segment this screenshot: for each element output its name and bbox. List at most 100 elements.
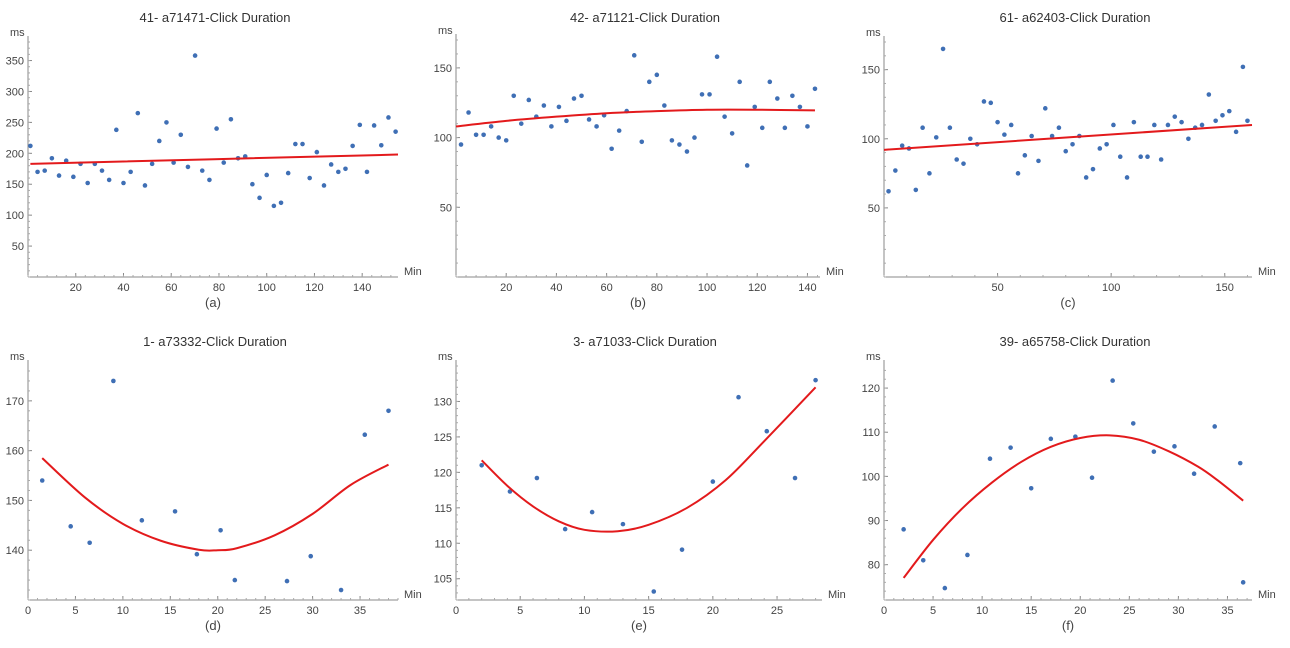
data-point <box>199 168 205 173</box>
data-point <box>1245 118 1250 124</box>
data-point <box>178 132 184 138</box>
data-point <box>378 142 384 148</box>
data-point <box>271 203 277 209</box>
data-point <box>1042 106 1048 111</box>
data-point <box>987 456 993 462</box>
data-point <box>965 552 970 558</box>
data-point <box>1029 133 1034 139</box>
data-point <box>707 92 712 97</box>
data-point <box>1070 141 1075 147</box>
data-point <box>767 79 773 85</box>
data-point <box>812 86 818 92</box>
data-point <box>526 97 532 103</box>
chart-title: 39- a65758-Click Duration <box>999 334 1150 349</box>
data-point <box>684 149 690 154</box>
data-point <box>942 585 948 591</box>
data-point <box>139 518 145 523</box>
panel-caption: (f) <box>1062 618 1074 633</box>
chart-svg: 39- a65758-Click DurationmsMin8090100110… <box>862 334 1276 633</box>
data-point <box>135 110 141 116</box>
data-point <box>1138 154 1143 160</box>
x-tick-label: 120 <box>748 282 766 294</box>
data-point <box>42 168 48 173</box>
data-point <box>49 155 55 161</box>
data-point <box>1152 122 1157 128</box>
data-point <box>797 104 803 110</box>
y-tick-label: 150 <box>434 63 452 75</box>
data-point <box>85 180 90 186</box>
panel-caption: (d) <box>205 618 221 633</box>
data-point <box>171 160 176 165</box>
data-point <box>901 527 906 532</box>
y-tick-label: 50 <box>12 241 24 253</box>
chart-svg: 41- a71471-Click Duration ms Min 50 100 150 20… <box>6 10 422 310</box>
data-point <box>639 139 645 145</box>
chart-panel: 3- a71033-Click Duration ms Min 105 110 115 12… <box>430 324 860 648</box>
data-point <box>736 394 741 400</box>
data-point <box>172 509 178 514</box>
data-point <box>386 408 391 414</box>
data-point <box>1158 157 1164 162</box>
x-tick-label: 5 <box>72 605 78 617</box>
data-point <box>699 92 705 97</box>
data-point <box>1186 136 1191 142</box>
fit-curve <box>30 153 399 165</box>
panel-caption: (c) <box>1060 295 1075 310</box>
data-point <box>920 557 926 563</box>
data-point <box>1172 114 1178 119</box>
data-point <box>336 169 341 175</box>
x-tick-label: 100 <box>258 282 276 294</box>
data-point <box>39 478 45 483</box>
y-axis-label: ms <box>10 27 25 39</box>
y-tick-label: 140 <box>6 545 24 557</box>
data-point <box>651 589 657 594</box>
data-point <box>737 79 742 85</box>
data-point <box>1240 64 1246 70</box>
data-point <box>214 126 219 131</box>
data-point <box>1111 122 1116 128</box>
data-point <box>813 377 818 383</box>
data-point <box>1048 436 1054 442</box>
x-tick-label: 35 <box>1221 605 1233 617</box>
data-point <box>1233 129 1239 135</box>
chart-svg: 3- a71033-Click DurationmsMin10511011512… <box>434 334 846 633</box>
data-point <box>1172 444 1177 449</box>
chart-panel: 61- a62403-Click Duration ms Min 50 100 150 50… <box>860 0 1290 324</box>
data-point <box>149 161 155 167</box>
y-tick-label: 150 <box>862 65 880 77</box>
data-point <box>968 136 973 142</box>
data-point <box>1002 132 1007 137</box>
x-tick-label: 120 <box>305 282 323 294</box>
data-point <box>503 138 509 143</box>
data-point <box>1206 92 1212 97</box>
x-tick-label: 80 <box>213 282 225 294</box>
data-point <box>1104 141 1109 147</box>
fit-curve <box>41 457 389 552</box>
data-point <box>496 135 501 140</box>
data-point <box>899 143 905 148</box>
x-tick-label: 40 <box>117 282 129 294</box>
data-point <box>729 131 735 136</box>
data-point <box>790 93 795 99</box>
data-point <box>609 146 614 152</box>
data-point <box>293 141 298 147</box>
data-point <box>710 479 716 484</box>
x-tick-label: 140 <box>353 282 371 294</box>
data-point <box>1131 119 1137 125</box>
chart-svg: 61- a62403-Click Duration ms Min 50 100 150 50… <box>862 10 1276 310</box>
chart-svg: 42- a71121-Click Duration ms Min 50 100 150 20… <box>434 10 844 310</box>
y-axis-label: ms <box>10 351 25 363</box>
data-point <box>164 120 169 125</box>
x-tick-label: 20 <box>1074 605 1086 617</box>
data-point <box>1028 485 1034 491</box>
data-point <box>1008 445 1013 450</box>
data-point <box>654 72 660 78</box>
data-point <box>338 587 344 593</box>
data-point <box>111 378 116 384</box>
data-point <box>1240 580 1246 585</box>
data-point <box>886 188 891 194</box>
data-point <box>1226 108 1232 114</box>
data-point <box>481 132 486 138</box>
data-point <box>207 177 212 183</box>
data-point <box>1212 424 1218 429</box>
